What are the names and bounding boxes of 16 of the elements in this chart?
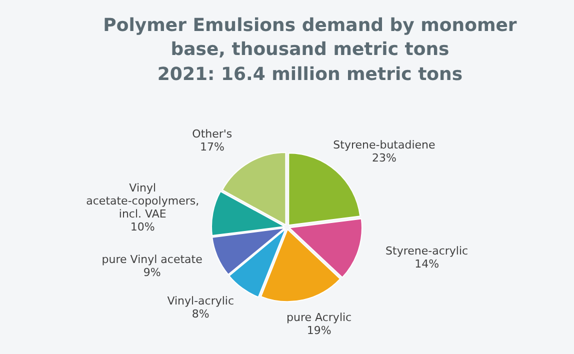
slice-label: Vinyl acetate-copolymers, incl. VAE xyxy=(86,182,200,221)
data-label: 23% xyxy=(372,151,396,164)
chart-subtitle: 2021: 16.4 million metric tons xyxy=(156,64,464,85)
slice-label: Styrene-acrylic xyxy=(386,244,468,258)
slice-label: Vinyl-acrylic xyxy=(167,294,234,308)
slice-label: Other's xyxy=(192,127,232,140)
chart-title: Polymer Emulsions demand by monomer base, thousand metric tons xyxy=(102,14,518,62)
slice-label: pure Acrylic xyxy=(286,310,352,324)
slice-label: Styrene-butadiene xyxy=(333,138,436,152)
slice-label: pure Vinyl acetate xyxy=(102,253,203,266)
data-label: 9% xyxy=(143,266,161,280)
data-label: 14% xyxy=(414,257,440,270)
data-label: 19% xyxy=(306,324,332,337)
data-label: 8% xyxy=(192,307,210,320)
data-label: 10% xyxy=(130,220,155,234)
data-label: 17% xyxy=(200,140,224,154)
